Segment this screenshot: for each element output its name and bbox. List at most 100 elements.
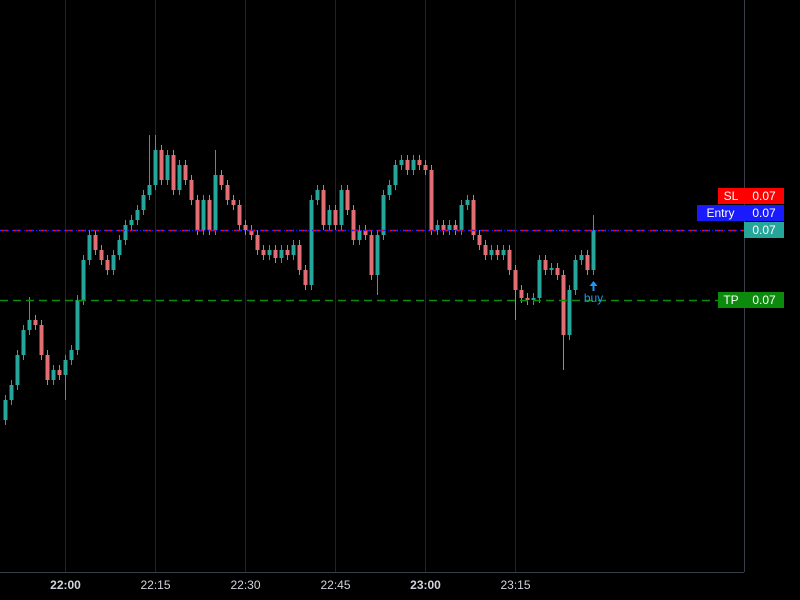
x-tick-label: 23:00 [410, 578, 441, 592]
level-name: SL [724, 189, 739, 203]
candle-body [387, 185, 392, 195]
candle-body [153, 150, 158, 185]
candle-body [471, 200, 476, 235]
candle-body [207, 200, 212, 230]
candle-body [159, 150, 164, 180]
candle-body [183, 165, 188, 180]
candle-body [165, 155, 170, 180]
candle-body [423, 165, 428, 170]
candle-body [21, 330, 26, 355]
candle-body [309, 200, 314, 285]
annotation: buy [584, 291, 603, 305]
candle-body [117, 240, 122, 255]
candle-body [141, 195, 146, 210]
candle-body [339, 190, 344, 225]
x-tick-label: 22:45 [320, 578, 350, 592]
level-value-box [744, 188, 784, 204]
level-name: TP [723, 293, 738, 307]
candle-body [483, 245, 488, 255]
candle-body [99, 250, 104, 260]
candle-body [513, 270, 518, 290]
candle-body [87, 235, 92, 260]
candle-body [15, 355, 20, 385]
candle-body [561, 275, 566, 335]
candle-body [111, 255, 116, 270]
last-price: 0.07 [752, 223, 776, 237]
candle-body [201, 200, 206, 230]
candle-body [507, 250, 512, 270]
candle-body [357, 230, 362, 240]
candle-body [237, 205, 242, 225]
candle-body [429, 170, 434, 230]
candle-body [105, 260, 110, 270]
candle-body [465, 200, 470, 205]
candle-body [477, 235, 482, 245]
candle-body [279, 250, 284, 258]
candle-body [351, 210, 356, 240]
candle-body [255, 235, 260, 250]
candle-body [231, 200, 236, 205]
candle-body [381, 195, 386, 235]
candle-body [591, 230, 596, 270]
x-tick-label: 22:30 [230, 578, 260, 592]
candle-body [573, 260, 578, 290]
candle-body [51, 370, 56, 380]
candle-body [459, 205, 464, 230]
candle-body [405, 160, 410, 170]
level-value-box [744, 292, 784, 308]
level-value: 0.07 [752, 293, 776, 307]
level-name: Entry [706, 206, 734, 220]
candle-body [45, 355, 50, 380]
candle-body [123, 225, 128, 240]
candle-body [525, 298, 530, 300]
level-value-box [744, 205, 784, 221]
candle-body [399, 160, 404, 165]
candle-body [393, 165, 398, 185]
candle-body [543, 260, 548, 270]
candle-body [555, 268, 560, 275]
candle-body [453, 225, 458, 230]
candle-body [63, 360, 68, 375]
candle-body [243, 225, 248, 230]
level-name-box [697, 205, 744, 221]
candle-body [489, 250, 494, 255]
candle-body [537, 260, 542, 298]
level-value: 0.07 [752, 206, 776, 220]
candle-body [195, 200, 200, 230]
candle-body [435, 225, 440, 230]
level-name-box [718, 188, 744, 204]
candle-body [39, 325, 44, 355]
buy-arrow [589, 281, 598, 291]
candle-body [567, 290, 572, 335]
candle-body [93, 235, 98, 250]
candle-body [441, 225, 446, 230]
candle-body [297, 245, 302, 270]
candle-body [189, 180, 194, 200]
candle-body [531, 298, 536, 300]
x-tick-label: 22:00 [50, 578, 81, 592]
candle-body [411, 160, 416, 170]
candle-body [417, 160, 422, 165]
candle-body [447, 225, 452, 230]
candle-body [3, 400, 8, 420]
x-tick-label: 22:15 [140, 578, 170, 592]
candle-body [57, 370, 62, 375]
candle-body [285, 250, 290, 255]
candle-body [369, 235, 374, 275]
candle-body [585, 255, 590, 270]
candle-body [321, 190, 326, 225]
candle-body [171, 155, 176, 190]
candle-body [219, 175, 224, 185]
candle-body [69, 350, 74, 360]
x-tick-label: 23:15 [500, 578, 530, 592]
candle-body [363, 230, 368, 235]
candle-body [333, 210, 338, 225]
candle-body [375, 235, 380, 275]
candle-body [225, 185, 230, 200]
candle-body [81, 260, 86, 300]
candle-body [9, 385, 14, 400]
candle-body [315, 190, 320, 200]
candle-body [135, 210, 140, 220]
